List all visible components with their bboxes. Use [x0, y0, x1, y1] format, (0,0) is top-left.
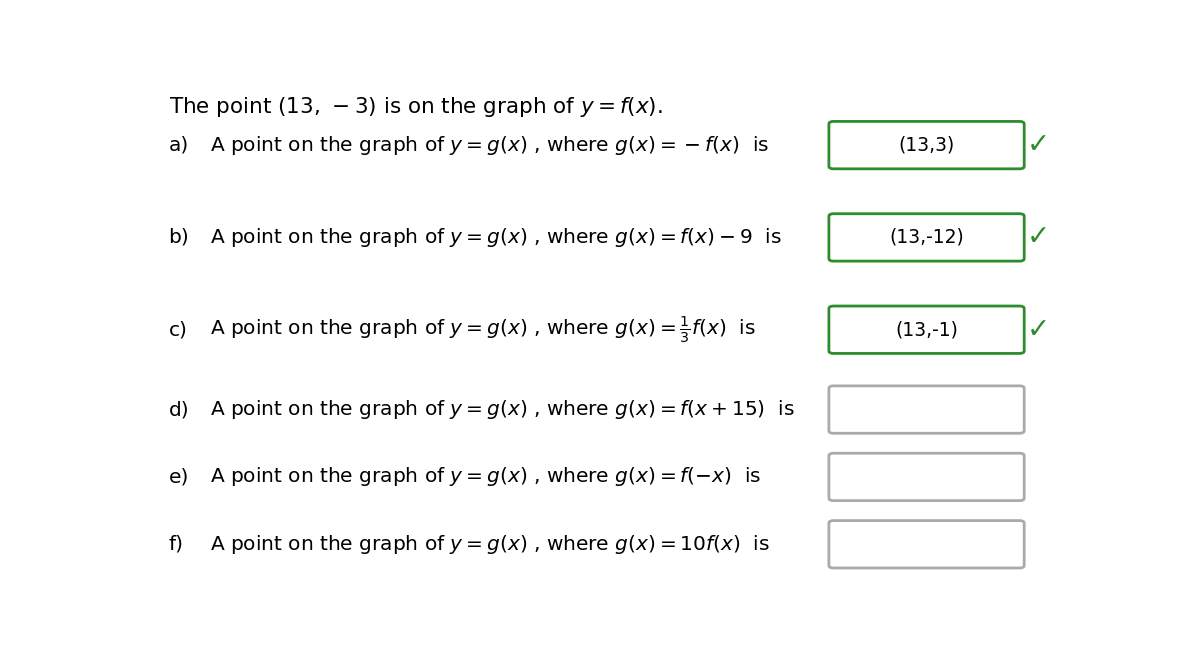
Text: A point on the graph of $y = g(x)$ , where $g(x) = f(-x)$  is: A point on the graph of $y = g(x)$ , whe… [210, 465, 762, 489]
Text: ✓: ✓ [1026, 316, 1050, 343]
Text: f): f) [168, 535, 184, 554]
FancyBboxPatch shape [829, 520, 1024, 568]
Text: e): e) [168, 467, 188, 487]
Text: A point on the graph of $y = g(x)$ , where $g(x) = f(x) - 9$  is: A point on the graph of $y = g(x)$ , whe… [210, 226, 782, 249]
Text: The point $(13,\, -3)$ is on the graph of $y = f(x)$.: The point $(13,\, -3)$ is on the graph o… [168, 95, 662, 119]
Text: A point on the graph of $y = g(x)$ , where $g(x) = 10f(x)$  is: A point on the graph of $y = g(x)$ , whe… [210, 533, 770, 556]
Text: b): b) [168, 228, 190, 247]
Text: ✓: ✓ [1026, 131, 1050, 159]
Text: (13,-12): (13,-12) [889, 228, 964, 247]
Text: c): c) [168, 320, 187, 340]
Text: ✓: ✓ [1026, 224, 1050, 251]
FancyBboxPatch shape [829, 306, 1024, 353]
Text: d): d) [168, 400, 190, 419]
FancyBboxPatch shape [829, 121, 1024, 169]
Text: a): a) [168, 135, 188, 155]
Text: A point on the graph of $y = g(x)$ , where $g(x) = f(x + 15)$  is: A point on the graph of $y = g(x)$ , whe… [210, 398, 796, 421]
FancyBboxPatch shape [829, 386, 1024, 434]
Text: A point on the graph of $y = g(x)$ , where $g(x) = -f(x)$  is: A point on the graph of $y = g(x)$ , whe… [210, 133, 769, 157]
Text: A point on the graph of $y = g(x)$ , where $g(x) = \frac{1}{3}f(x)$  is: A point on the graph of $y = g(x)$ , whe… [210, 314, 756, 345]
Text: (13,3): (13,3) [899, 135, 955, 155]
FancyBboxPatch shape [829, 453, 1024, 501]
Text: (13,-1): (13,-1) [895, 320, 958, 340]
FancyBboxPatch shape [829, 214, 1024, 261]
